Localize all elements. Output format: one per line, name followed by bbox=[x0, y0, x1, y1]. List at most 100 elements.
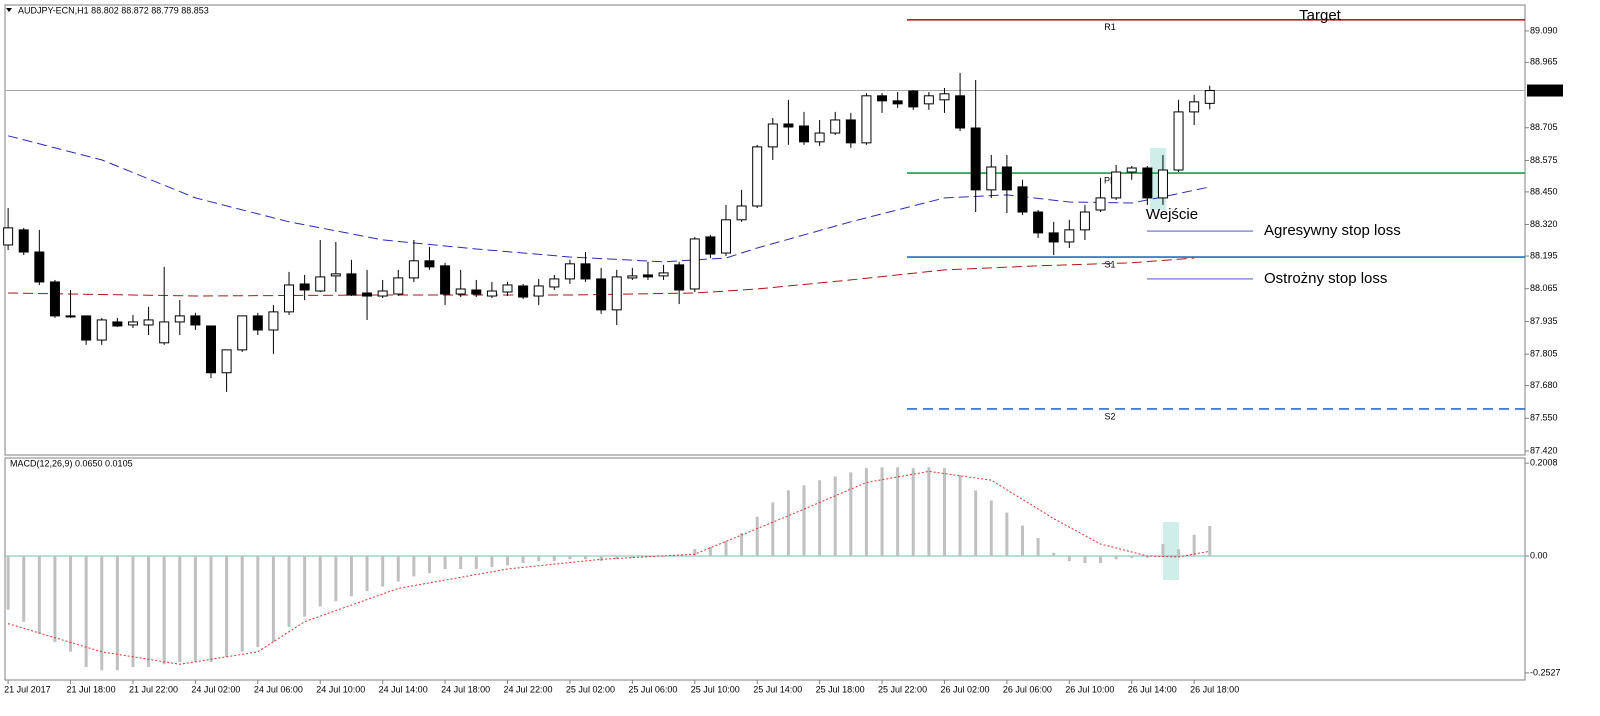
candle-body bbox=[96, 319, 107, 341]
candle-body bbox=[939, 93, 950, 101]
candle-body bbox=[440, 265, 451, 295]
x-tick-label: 26 Jul 02:00 bbox=[940, 684, 989, 694]
candle-body bbox=[393, 277, 404, 295]
candle-body bbox=[564, 263, 575, 280]
annotation: Ostrożny stop loss bbox=[1264, 270, 1387, 287]
candle-body bbox=[34, 251, 45, 283]
candle-body bbox=[642, 274, 653, 278]
candle-body bbox=[1033, 211, 1044, 234]
x-tick-label: 21 Jul 2017 bbox=[4, 684, 51, 694]
candle-body bbox=[955, 95, 966, 129]
candle-body bbox=[81, 315, 92, 341]
candle-body bbox=[705, 236, 716, 255]
candle-body bbox=[799, 125, 810, 143]
candle-body bbox=[1079, 211, 1090, 231]
candle-body bbox=[1048, 232, 1059, 243]
candle-body bbox=[783, 123, 794, 128]
candle-body bbox=[720, 219, 731, 254]
candle-body bbox=[1189, 101, 1200, 113]
x-tick-label: 24 Jul 06:00 bbox=[254, 684, 303, 694]
candle-body bbox=[18, 229, 29, 253]
y-tick-label: 88.705 bbox=[1530, 122, 1558, 132]
candle-body bbox=[627, 275, 638, 279]
x-tick-label: 26 Jul 10:00 bbox=[1065, 684, 1114, 694]
candle-body bbox=[346, 273, 357, 296]
candle-body bbox=[845, 119, 856, 144]
x-tick-label: 25 Jul 14:00 bbox=[753, 684, 802, 694]
candle-body bbox=[205, 325, 216, 374]
candle-body bbox=[1173, 111, 1184, 171]
candle-body bbox=[611, 276, 622, 311]
candle-body bbox=[65, 315, 76, 318]
macd-panel bbox=[4, 457, 1526, 681]
candle-body bbox=[830, 119, 841, 134]
candle-body bbox=[284, 284, 295, 313]
candle-body bbox=[408, 260, 419, 279]
y-tick-label: 88.450 bbox=[1530, 186, 1558, 196]
chart-title: AUDJPY-ECN,H1 88.802 88.872 88.779 88.85… bbox=[18, 5, 209, 15]
pivot-label: R1 bbox=[1104, 22, 1116, 32]
candle-body bbox=[471, 289, 482, 295]
x-tick-label: 26 Jul 06:00 bbox=[1003, 684, 1052, 694]
candle-body bbox=[330, 273, 341, 277]
candle-body bbox=[1001, 166, 1012, 191]
candle-body bbox=[1111, 171, 1122, 199]
y-tick-label: 87.935 bbox=[1530, 316, 1558, 326]
candle-body bbox=[268, 311, 279, 331]
x-tick-label: 24 Jul 22:00 bbox=[504, 684, 553, 694]
x-tick-label: 24 Jul 02:00 bbox=[191, 684, 240, 694]
candle-body bbox=[486, 290, 497, 297]
candle-body bbox=[221, 349, 232, 374]
candle-body bbox=[237, 315, 248, 351]
x-tick-label: 26 Jul 18:00 bbox=[1190, 684, 1239, 694]
candle-body bbox=[1126, 167, 1137, 173]
candle-body bbox=[1142, 167, 1153, 199]
candle-body bbox=[658, 272, 669, 277]
candle-body bbox=[908, 90, 919, 108]
signal-line bbox=[7, 470, 1210, 665]
candle-body bbox=[549, 278, 560, 288]
macd-title: MACD(12,26,9) 0.0650 0.0105 bbox=[10, 458, 133, 468]
moving-average bbox=[7, 135, 1210, 263]
x-tick-label: 24 Jul 14:00 bbox=[379, 684, 428, 694]
candle-body bbox=[1204, 90, 1215, 104]
candle-body bbox=[752, 146, 763, 207]
candle-body bbox=[362, 292, 373, 297]
candle-body bbox=[127, 321, 138, 326]
macd-highlight bbox=[1163, 522, 1179, 580]
pivot-label: S1 bbox=[1104, 259, 1115, 269]
annotation: Wejście bbox=[1146, 206, 1198, 223]
candle-body bbox=[455, 288, 466, 295]
candle-body bbox=[970, 127, 981, 191]
candle-body bbox=[674, 264, 685, 291]
menu-arrow bbox=[6, 8, 12, 12]
x-tick-label: 24 Jul 18:00 bbox=[441, 684, 490, 694]
candle-body bbox=[1157, 169, 1168, 199]
candle-body bbox=[502, 284, 513, 293]
candle-body bbox=[299, 283, 310, 291]
candle-body bbox=[1095, 197, 1106, 211]
y-tick-label: 87.805 bbox=[1530, 349, 1558, 359]
candle-body bbox=[986, 166, 997, 191]
candle-body bbox=[159, 321, 170, 344]
x-tick-label: 25 Jul 10:00 bbox=[691, 684, 740, 694]
y-tick-label: 89.090 bbox=[1530, 25, 1558, 35]
pivot-label: S2 bbox=[1104, 411, 1115, 421]
candle-body bbox=[315, 276, 326, 292]
y-tick-label: 0.2008 bbox=[1530, 458, 1558, 468]
candle-body bbox=[143, 319, 154, 326]
x-tick-label: 21 Jul 18:00 bbox=[67, 684, 116, 694]
candle-body bbox=[49, 281, 60, 317]
annotation: Agresywny stop loss bbox=[1264, 222, 1401, 239]
candle-body bbox=[377, 290, 388, 297]
y-tick-label: 88.965 bbox=[1530, 57, 1558, 67]
x-tick-label: 24 Jul 10:00 bbox=[316, 684, 365, 694]
x-tick-label: 26 Jul 14:00 bbox=[1128, 684, 1177, 694]
candle-body bbox=[1064, 229, 1075, 243]
candle-body bbox=[736, 205, 747, 221]
x-tick-label: 25 Jul 18:00 bbox=[816, 684, 865, 694]
candle-body bbox=[518, 285, 529, 298]
